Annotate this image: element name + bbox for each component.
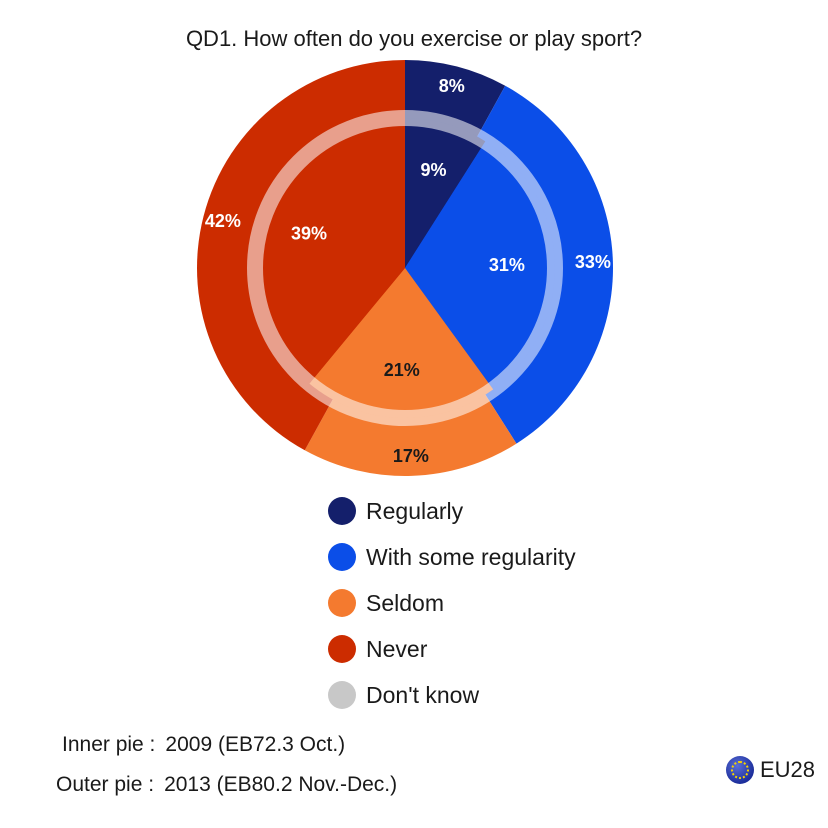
eu-badge-label: EU28 <box>760 757 816 782</box>
legend-label-with-some-regularity: With some regularity <box>366 543 576 570</box>
outer-label-never: 42% <box>205 211 241 231</box>
legend: Regularly With some regularity Seldom Never… <box>328 488 576 718</box>
outer-label-with-some-regularity: 33% <box>575 252 611 272</box>
pie-chart: 8% 33% 17% 42% 9% 31% 21% 39% <box>197 60 613 476</box>
legend-item-seldom: Seldom <box>328 580 576 626</box>
legend-swatch-regularly <box>328 497 356 525</box>
legend-swatch-don-t-know <box>328 681 356 709</box>
outer-pie-note-value: 2013 (EB80.2 Nov.-Dec.) <box>164 773 398 796</box>
inner-label-regularly: 9% <box>420 160 446 180</box>
inner-slice-with-some-regularity <box>405 141 555 390</box>
legend-label-don-t-know: Don't know <box>366 681 480 708</box>
inner-pie-note: Inner pie : 2009 (EB72.3 Oct.) <box>62 733 345 757</box>
legend-swatch-seldom <box>328 589 356 617</box>
legend-item-regularly: Regularly <box>328 488 576 534</box>
outer-pie-note-label: Outer pie : <box>56 773 155 796</box>
inner-label-never: 39% <box>291 223 327 243</box>
legend-label-regularly: Regularly <box>366 497 464 524</box>
legend-label-never: Never <box>366 635 428 662</box>
eu-badge: EU28 <box>726 756 815 784</box>
legend-item-don-t-know: Don't know <box>328 672 576 718</box>
inner-label-seldom: 21% <box>384 360 420 380</box>
outer-pie-note: Outer pie : 2013 (EB80.2 Nov.-Dec.) <box>56 773 397 797</box>
chart-title: QD1. How often do you exercise or play s… <box>185 26 643 51</box>
outer-label-regularly: 8% <box>439 76 465 96</box>
legend-item-never: Never <box>328 626 576 672</box>
inner-pie-note-label: Inner pie : <box>62 733 156 756</box>
legend-item-with-some-regularity: With some regularity <box>328 534 576 580</box>
inner-pie-note-value: 2009 (EB72.3 Oct.) <box>165 733 346 756</box>
inner-label-with-some-regularity: 31% <box>489 255 525 275</box>
outer-label-seldom: 17% <box>393 446 429 466</box>
inner-slice-seldom <box>309 268 494 418</box>
inner-pie-ring <box>247 110 563 426</box>
legend-swatch-never <box>328 635 356 663</box>
inner-slice-regularly <box>405 118 486 268</box>
legend-label-seldom: Seldom <box>366 589 444 616</box>
eu-flag-icon <box>726 756 754 784</box>
inner-slice-never <box>254 118 405 384</box>
legend-swatch-with-some-regularity <box>328 543 356 571</box>
